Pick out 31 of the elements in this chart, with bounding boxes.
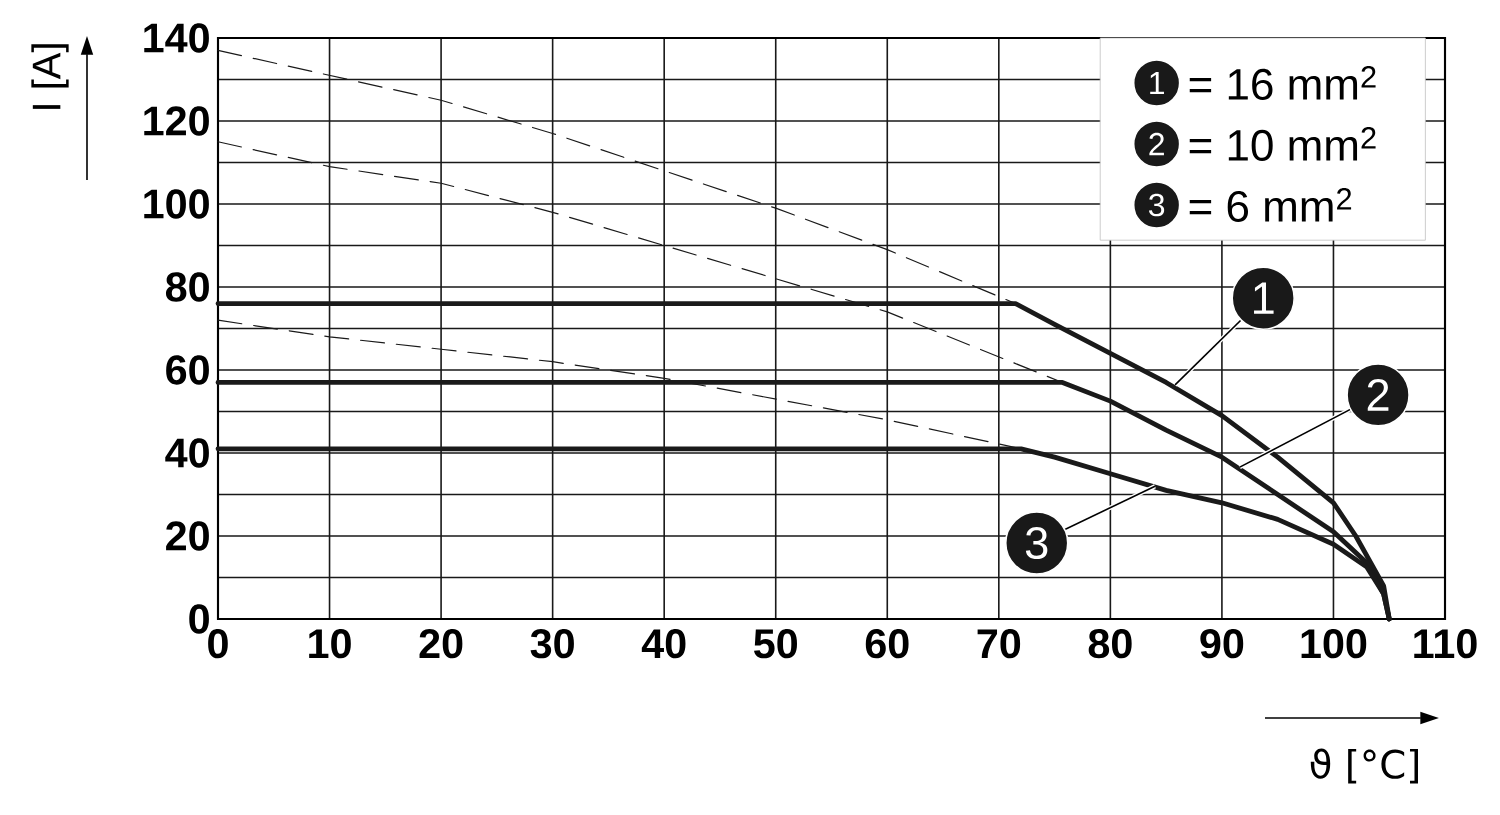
y-tick-label: 80 [165, 272, 209, 302]
text: 3 [1148, 193, 1165, 217]
y-tick-label: 100 [144, 189, 209, 219]
x-tick-label: 30 [530, 629, 574, 659]
x-tick-label: 100 [1301, 629, 1367, 659]
x-tick-label: 90 [1200, 629, 1244, 659]
legend-label: = 6 mm$^{2}$ [1189, 188, 1352, 223]
text: 2 [1149, 132, 1164, 156]
legend-label: = 16 mm$^{2}$ [1189, 66, 1376, 101]
y-tick-label: 40 [165, 438, 209, 468]
y-tick-label: 140 [144, 23, 209, 53]
x-axis-title: ϑ [°C] [1310, 748, 1418, 784]
x-tick-label: 0 [208, 629, 228, 659]
x-tick-label: 40 [641, 629, 686, 659]
x-tick-label: 110 [1414, 629, 1477, 659]
x-tick-label: 70 [977, 629, 1021, 659]
legend-label: = 10 mm$^{2}$ [1189, 127, 1376, 162]
x-tick-label: 20 [419, 629, 463, 659]
x-tick-label: 10 [309, 629, 351, 659]
y-tick-label: 20 [166, 521, 209, 551]
annotation: 1 [1254, 282, 1274, 314]
y-tick-label: 0 [189, 604, 209, 634]
y-axis-title: I [A] [31, 44, 69, 109]
y-tick-label: 120 [144, 106, 209, 136]
x-tick-label: 50 [754, 629, 798, 659]
annotation: 2 [1367, 379, 1389, 411]
x-tick-label: 80 [1088, 629, 1132, 659]
y-tick-label: 60 [166, 355, 209, 385]
x-tick-label: 60 [865, 629, 909, 659]
annotation: 3 [1025, 527, 1048, 560]
text: 1 [1150, 72, 1164, 95]
